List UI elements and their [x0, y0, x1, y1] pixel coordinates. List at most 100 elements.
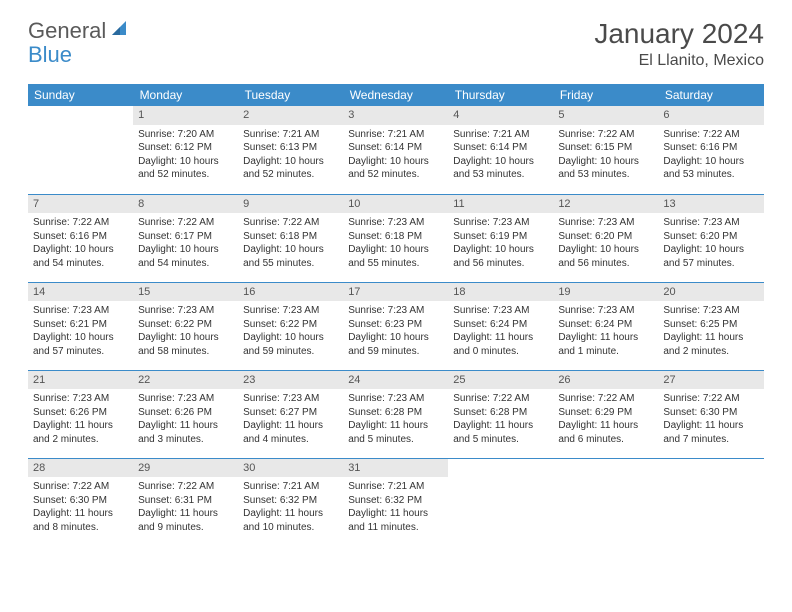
day-cell: 30Sunrise: 7:21 AMSunset: 6:32 PMDayligh… — [238, 458, 343, 546]
day-body: Sunrise: 7:22 AMSunset: 6:15 PMDaylight:… — [553, 125, 658, 187]
daylight: Daylight: 11 hours and 8 minutes. — [33, 507, 128, 534]
day-number: 23 — [238, 371, 343, 390]
daylight: Daylight: 11 hours and 11 minutes. — [348, 507, 443, 534]
sunset: Sunset: 6:12 PM — [138, 141, 233, 155]
day-number — [658, 459, 763, 478]
day-number: 21 — [28, 371, 133, 390]
daylight: Daylight: 10 hours and 52 minutes. — [138, 155, 233, 182]
day-cell: 11Sunrise: 7:23 AMSunset: 6:19 PMDayligh… — [448, 194, 553, 282]
day-cell: 8Sunrise: 7:22 AMSunset: 6:17 PMDaylight… — [133, 194, 238, 282]
day-body: Sunrise: 7:21 AMSunset: 6:14 PMDaylight:… — [343, 125, 448, 187]
daylight: Daylight: 11 hours and 0 minutes. — [453, 331, 548, 358]
sunrise: Sunrise: 7:23 AM — [138, 392, 233, 406]
col-sunday: Sunday — [28, 84, 133, 106]
day-cell: 20Sunrise: 7:23 AMSunset: 6:25 PMDayligh… — [658, 282, 763, 370]
day-cell: 10Sunrise: 7:23 AMSunset: 6:18 PMDayligh… — [343, 194, 448, 282]
day-cell: 7Sunrise: 7:22 AMSunset: 6:16 PMDaylight… — [28, 194, 133, 282]
day-number: 31 — [343, 459, 448, 478]
sunset: Sunset: 6:15 PM — [558, 141, 653, 155]
sunrise: Sunrise: 7:23 AM — [33, 392, 128, 406]
daylight: Daylight: 10 hours and 54 minutes. — [138, 243, 233, 270]
sunrise: Sunrise: 7:21 AM — [348, 128, 443, 142]
day-cell — [28, 106, 133, 194]
day-cell: 3Sunrise: 7:21 AMSunset: 6:14 PMDaylight… — [343, 106, 448, 194]
day-cell — [553, 458, 658, 546]
day-cell: 1Sunrise: 7:20 AMSunset: 6:12 PMDaylight… — [133, 106, 238, 194]
sunrise: Sunrise: 7:23 AM — [348, 392, 443, 406]
col-monday: Monday — [133, 84, 238, 106]
daylight: Daylight: 11 hours and 3 minutes. — [138, 419, 233, 446]
brand-part1: General — [28, 18, 106, 44]
week-row: 28Sunrise: 7:22 AMSunset: 6:30 PMDayligh… — [28, 458, 764, 546]
daylight: Daylight: 10 hours and 52 minutes. — [348, 155, 443, 182]
day-number: 24 — [343, 371, 448, 390]
col-thursday: Thursday — [448, 84, 553, 106]
sunset: Sunset: 6:23 PM — [348, 318, 443, 332]
sunrise: Sunrise: 7:22 AM — [33, 216, 128, 230]
day-body: Sunrise: 7:23 AMSunset: 6:19 PMDaylight:… — [448, 213, 553, 275]
day-body: Sunrise: 7:22 AMSunset: 6:18 PMDaylight:… — [238, 213, 343, 275]
day-number: 1 — [133, 106, 238, 125]
sunset: Sunset: 6:22 PM — [243, 318, 338, 332]
day-number: 6 — [658, 106, 763, 125]
brand-part2: Blue — [28, 42, 72, 67]
daylight: Daylight: 10 hours and 53 minutes. — [663, 155, 758, 182]
sunrise: Sunrise: 7:22 AM — [558, 128, 653, 142]
sunrise: Sunrise: 7:22 AM — [138, 480, 233, 494]
sunset: Sunset: 6:22 PM — [138, 318, 233, 332]
day-number: 19 — [553, 283, 658, 302]
sunrise: Sunrise: 7:23 AM — [663, 304, 758, 318]
day-cell: 17Sunrise: 7:23 AMSunset: 6:23 PMDayligh… — [343, 282, 448, 370]
sunrise: Sunrise: 7:23 AM — [243, 304, 338, 318]
day-cell: 9Sunrise: 7:22 AMSunset: 6:18 PMDaylight… — [238, 194, 343, 282]
daylight: Daylight: 11 hours and 7 minutes. — [663, 419, 758, 446]
sunset: Sunset: 6:32 PM — [243, 494, 338, 508]
sunset: Sunset: 6:29 PM — [558, 406, 653, 420]
day-number: 14 — [28, 283, 133, 302]
day-body: Sunrise: 7:23 AMSunset: 6:24 PMDaylight:… — [448, 301, 553, 363]
day-number: 28 — [28, 459, 133, 478]
daylight: Daylight: 10 hours and 57 minutes. — [663, 243, 758, 270]
day-number: 8 — [133, 195, 238, 214]
day-number: 2 — [238, 106, 343, 125]
day-cell: 16Sunrise: 7:23 AMSunset: 6:22 PMDayligh… — [238, 282, 343, 370]
sunset: Sunset: 6:16 PM — [663, 141, 758, 155]
col-saturday: Saturday — [658, 84, 763, 106]
day-cell — [448, 458, 553, 546]
day-cell: 15Sunrise: 7:23 AMSunset: 6:22 PMDayligh… — [133, 282, 238, 370]
col-wednesday: Wednesday — [343, 84, 448, 106]
sunrise: Sunrise: 7:23 AM — [348, 216, 443, 230]
sunrise: Sunrise: 7:23 AM — [33, 304, 128, 318]
day-header-row: Sunday Monday Tuesday Wednesday Thursday… — [28, 84, 764, 106]
sunrise: Sunrise: 7:22 AM — [243, 216, 338, 230]
sunrise: Sunrise: 7:21 AM — [348, 480, 443, 494]
day-cell: 29Sunrise: 7:22 AMSunset: 6:31 PMDayligh… — [133, 458, 238, 546]
day-cell: 19Sunrise: 7:23 AMSunset: 6:24 PMDayligh… — [553, 282, 658, 370]
day-cell: 31Sunrise: 7:21 AMSunset: 6:32 PMDayligh… — [343, 458, 448, 546]
day-number: 18 — [448, 283, 553, 302]
day-cell: 28Sunrise: 7:22 AMSunset: 6:30 PMDayligh… — [28, 458, 133, 546]
sunrise: Sunrise: 7:23 AM — [348, 304, 443, 318]
daylight: Daylight: 11 hours and 2 minutes. — [33, 419, 128, 446]
sunrise: Sunrise: 7:22 AM — [33, 480, 128, 494]
day-cell: 13Sunrise: 7:23 AMSunset: 6:20 PMDayligh… — [658, 194, 763, 282]
day-cell: 5Sunrise: 7:22 AMSunset: 6:15 PMDaylight… — [553, 106, 658, 194]
sunset: Sunset: 6:28 PM — [453, 406, 548, 420]
sunrise: Sunrise: 7:22 AM — [138, 216, 233, 230]
sunset: Sunset: 6:30 PM — [663, 406, 758, 420]
day-number — [28, 106, 133, 125]
sunset: Sunset: 6:27 PM — [243, 406, 338, 420]
sunrise: Sunrise: 7:23 AM — [453, 304, 548, 318]
day-number: 22 — [133, 371, 238, 390]
day-body: Sunrise: 7:21 AMSunset: 6:14 PMDaylight:… — [448, 125, 553, 187]
daylight: Daylight: 11 hours and 9 minutes. — [138, 507, 233, 534]
daylight: Daylight: 10 hours and 59 minutes. — [348, 331, 443, 358]
daylight: Daylight: 10 hours and 59 minutes. — [243, 331, 338, 358]
sunset: Sunset: 6:19 PM — [453, 230, 548, 244]
day-number: 13 — [658, 195, 763, 214]
header: General January 2024 El Llanito, Mexico — [28, 18, 764, 70]
day-body: Sunrise: 7:23 AMSunset: 6:18 PMDaylight:… — [343, 213, 448, 275]
daylight: Daylight: 11 hours and 1 minute. — [558, 331, 653, 358]
daylight: Daylight: 10 hours and 55 minutes. — [243, 243, 338, 270]
daylight: Daylight: 10 hours and 53 minutes. — [558, 155, 653, 182]
